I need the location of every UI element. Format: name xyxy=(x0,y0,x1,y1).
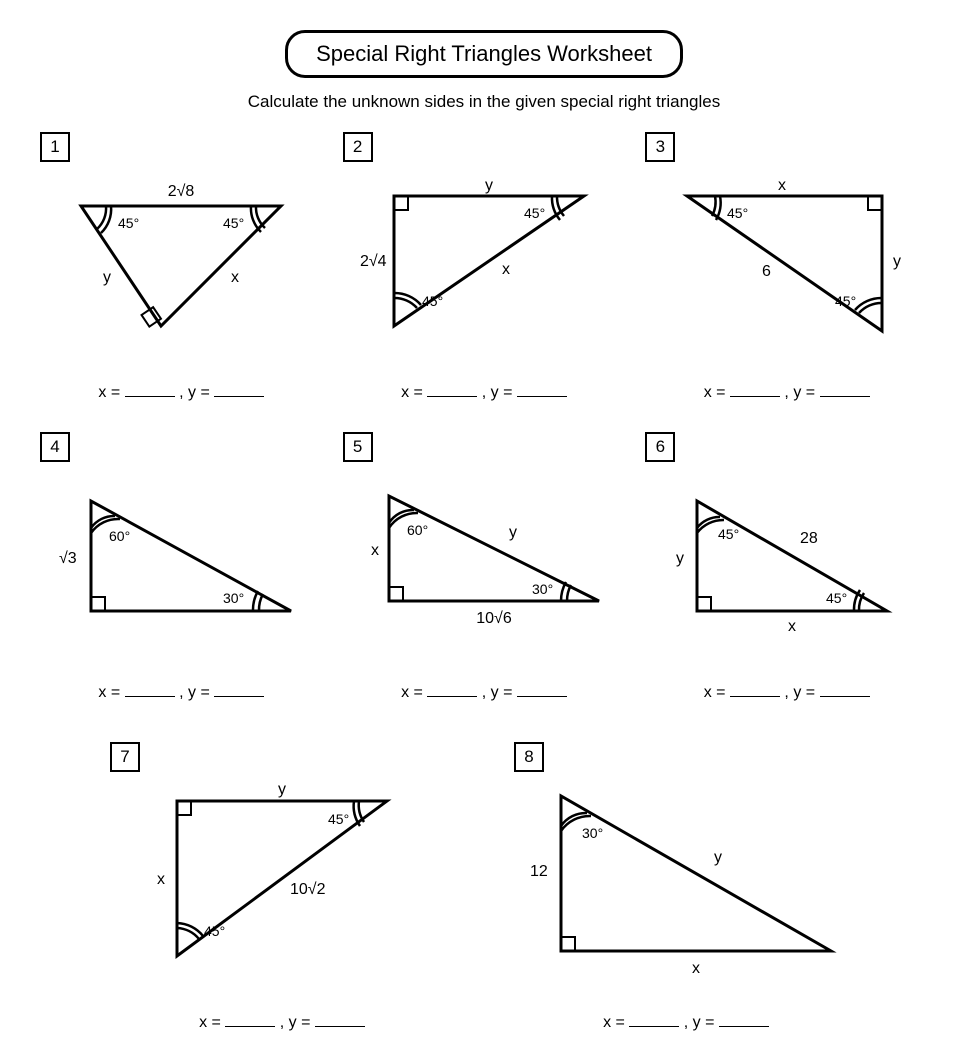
problem-7: 7 y 45° 45° x 10√2 x = , y = xyxy=(110,742,454,1032)
subtitle: Calculate the unknown sides in the given… xyxy=(40,92,928,112)
title: Special Right Triangles Worksheet xyxy=(285,30,683,78)
triangle-6: 45° 45° y x 28 xyxy=(662,481,912,641)
svg-text:45°: 45° xyxy=(718,526,739,542)
svg-text:60°: 60° xyxy=(109,528,130,544)
answer-line: x = , y = xyxy=(40,384,323,402)
svg-text:x: x xyxy=(788,618,796,635)
problems-grid: 1 2√8 45° 45° y x x = , y = 2 xyxy=(40,132,928,702)
svg-text:y: y xyxy=(103,269,111,286)
svg-text:45°: 45° xyxy=(826,590,847,606)
answer-line: x = , y = xyxy=(343,384,626,402)
problem-number: 1 xyxy=(40,132,70,162)
problem-2: 2 y 45° 45° 2√4 x x = , y = xyxy=(343,132,626,402)
problem-8: 8 30° 12 x y x = , y = xyxy=(514,742,858,1032)
svg-text:45°: 45° xyxy=(727,205,748,221)
svg-text:y: y xyxy=(509,524,517,541)
answer-line: x = , y = xyxy=(645,684,928,702)
problem-3: 3 x 45° 45° y 6 x = , y = xyxy=(645,132,928,402)
triangle-3: x 45° 45° y 6 xyxy=(657,176,917,346)
answer-line: x = , y = xyxy=(645,384,928,402)
svg-text:28: 28 xyxy=(800,530,818,547)
svg-text:2√8: 2√8 xyxy=(168,183,195,200)
svg-text:10√6: 10√6 xyxy=(476,610,512,627)
svg-text:y: y xyxy=(485,177,493,194)
triangle-5: 60° 30° x 10√6 y xyxy=(349,481,619,641)
svg-text:45°: 45° xyxy=(118,215,139,231)
triangle-1: 2√8 45° 45° y x xyxy=(51,176,311,346)
problem-6: 6 45° 45° y x 28 x = , y = xyxy=(645,432,928,702)
svg-text:y: y xyxy=(714,849,722,866)
svg-text:x: x xyxy=(692,960,700,977)
answer-line: x = , y = xyxy=(343,684,626,702)
answer-line: x = , y = xyxy=(110,1014,454,1032)
problem-1: 1 2√8 45° 45° y x x = , y = xyxy=(40,132,323,402)
problem-number: 2 xyxy=(343,132,373,162)
svg-text:y: y xyxy=(676,550,684,567)
triangle-7: y 45° 45° x 10√2 xyxy=(132,776,432,986)
problem-number: 6 xyxy=(645,432,675,462)
svg-text:x: x xyxy=(502,261,510,278)
svg-text:y: y xyxy=(278,781,286,798)
svg-text:60°: 60° xyxy=(407,522,428,538)
svg-text:45°: 45° xyxy=(204,923,225,939)
answer-line: x = , y = xyxy=(40,684,323,702)
problem-number: 4 xyxy=(40,432,70,462)
svg-text:30°: 30° xyxy=(532,581,553,597)
svg-text:x: x xyxy=(371,542,379,559)
problem-5: 5 60° 30° x 10√6 y x = , y = xyxy=(343,432,626,702)
problem-number: 8 xyxy=(514,742,544,772)
svg-text:45°: 45° xyxy=(422,293,443,309)
page-header: Special Right Triangles Worksheet xyxy=(40,30,928,78)
svg-text:10√2: 10√2 xyxy=(290,881,326,898)
svg-text:30°: 30° xyxy=(223,590,244,606)
svg-text:√3: √3 xyxy=(59,550,77,567)
svg-text:12: 12 xyxy=(530,863,548,880)
svg-text:45°: 45° xyxy=(524,205,545,221)
svg-text:30°: 30° xyxy=(582,825,603,841)
problems-row-3: 7 y 45° 45° x 10√2 x = , y = 8 xyxy=(40,742,928,1032)
problem-number: 3 xyxy=(645,132,675,162)
svg-text:45°: 45° xyxy=(223,215,244,231)
svg-text:x: x xyxy=(778,177,786,194)
svg-text:45°: 45° xyxy=(328,811,349,827)
svg-text:y: y xyxy=(893,253,901,270)
svg-text:2√4: 2√4 xyxy=(360,253,387,270)
svg-text:45°: 45° xyxy=(835,293,856,309)
problem-number: 7 xyxy=(110,742,140,772)
triangle-2: y 45° 45° 2√4 x xyxy=(354,176,614,346)
problem-number: 5 xyxy=(343,432,373,462)
problem-4: 4 60° 30° √3 x = , y = xyxy=(40,432,323,702)
svg-text:x: x xyxy=(231,269,239,286)
svg-text:6: 6 xyxy=(762,263,771,280)
svg-text:x: x xyxy=(157,871,165,888)
triangle-4: 60° 30° √3 xyxy=(51,481,311,641)
triangle-8: 30° 12 x y xyxy=(516,776,856,986)
answer-line: x = , y = xyxy=(514,1014,858,1032)
